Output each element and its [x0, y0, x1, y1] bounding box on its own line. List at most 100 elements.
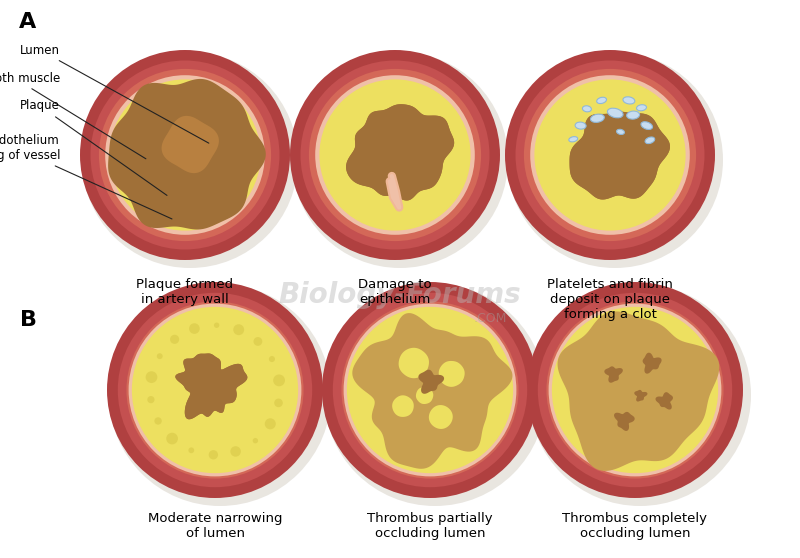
Circle shape [126, 301, 303, 479]
Circle shape [269, 356, 275, 362]
Circle shape [110, 79, 261, 230]
Polygon shape [146, 101, 250, 200]
Circle shape [157, 353, 162, 359]
Polygon shape [144, 95, 254, 201]
Polygon shape [570, 112, 670, 200]
Circle shape [146, 371, 158, 383]
Circle shape [318, 78, 472, 232]
Circle shape [105, 75, 265, 235]
Circle shape [533, 78, 687, 232]
Text: Biology-Forums: Biology-Forums [278, 281, 522, 309]
Polygon shape [108, 79, 266, 229]
Circle shape [188, 448, 194, 453]
Circle shape [290, 50, 500, 260]
Polygon shape [146, 101, 250, 200]
Polygon shape [346, 104, 454, 200]
Circle shape [515, 60, 705, 249]
Polygon shape [642, 353, 662, 374]
Polygon shape [175, 353, 247, 419]
Circle shape [301, 60, 490, 249]
Polygon shape [162, 116, 219, 173]
Circle shape [147, 396, 154, 403]
Ellipse shape [575, 122, 586, 129]
Text: Plaque formed
in artery wall: Plaque formed in artery wall [137, 278, 234, 306]
Circle shape [80, 50, 290, 260]
Ellipse shape [529, 284, 751, 506]
Circle shape [254, 337, 262, 346]
Circle shape [265, 418, 276, 429]
Circle shape [552, 307, 718, 473]
Circle shape [342, 301, 518, 479]
Polygon shape [346, 104, 454, 200]
Text: A: A [19, 12, 37, 32]
Circle shape [273, 374, 285, 386]
Ellipse shape [507, 52, 723, 268]
Ellipse shape [597, 97, 606, 104]
Circle shape [189, 323, 200, 334]
Circle shape [108, 78, 262, 232]
Ellipse shape [109, 284, 331, 506]
Ellipse shape [617, 129, 625, 134]
Text: Moderate narrowing
of lumen: Moderate narrowing of lumen [148, 512, 282, 540]
Ellipse shape [582, 106, 591, 112]
Polygon shape [558, 311, 719, 471]
Circle shape [530, 75, 690, 235]
Circle shape [534, 79, 686, 230]
Text: Thrombus completely
occluding lumen: Thrombus completely occluding lumen [562, 512, 707, 540]
Ellipse shape [590, 114, 604, 122]
Ellipse shape [626, 111, 639, 119]
Circle shape [348, 308, 512, 472]
Circle shape [319, 79, 470, 230]
Circle shape [234, 324, 244, 335]
Polygon shape [367, 122, 426, 181]
Polygon shape [418, 370, 444, 394]
Ellipse shape [569, 137, 578, 142]
Ellipse shape [623, 97, 635, 104]
Circle shape [546, 301, 723, 479]
Polygon shape [614, 412, 634, 431]
Polygon shape [192, 367, 222, 397]
Circle shape [108, 78, 262, 232]
Circle shape [549, 304, 722, 477]
Circle shape [505, 50, 715, 260]
Circle shape [344, 304, 517, 477]
Ellipse shape [324, 284, 546, 506]
Circle shape [333, 293, 527, 487]
Text: Damage to
epithelium: Damage to epithelium [358, 278, 432, 306]
Circle shape [309, 69, 481, 241]
Ellipse shape [641, 122, 653, 129]
Circle shape [166, 432, 178, 444]
Circle shape [214, 323, 219, 328]
Circle shape [99, 69, 271, 241]
Circle shape [209, 450, 218, 459]
Circle shape [524, 69, 696, 241]
Ellipse shape [292, 52, 508, 268]
Polygon shape [352, 313, 513, 469]
Text: B: B [19, 310, 37, 330]
Circle shape [253, 438, 258, 444]
Circle shape [154, 417, 162, 425]
Polygon shape [175, 353, 247, 419]
Text: Plaque: Plaque [20, 99, 167, 195]
Circle shape [132, 307, 298, 473]
Text: Smooth muscle: Smooth muscle [0, 71, 146, 159]
Ellipse shape [82, 52, 298, 268]
Circle shape [230, 446, 241, 456]
Circle shape [347, 307, 513, 473]
Ellipse shape [637, 105, 646, 111]
Polygon shape [438, 361, 465, 387]
Text: Thrombus partially
occluding lumen: Thrombus partially occluding lumen [367, 512, 493, 540]
Text: .COM: .COM [474, 311, 506, 325]
Circle shape [315, 75, 475, 235]
Circle shape [538, 293, 732, 487]
Circle shape [129, 304, 302, 477]
Text: Platelets and fibrin
deposit on plaque
forming a clot: Platelets and fibrin deposit on plaque f… [547, 278, 673, 321]
Polygon shape [144, 95, 254, 201]
Circle shape [90, 60, 279, 249]
Circle shape [274, 398, 283, 407]
Polygon shape [655, 392, 673, 410]
Circle shape [110, 80, 259, 229]
Polygon shape [634, 390, 647, 402]
Polygon shape [570, 112, 670, 200]
Circle shape [110, 79, 261, 230]
